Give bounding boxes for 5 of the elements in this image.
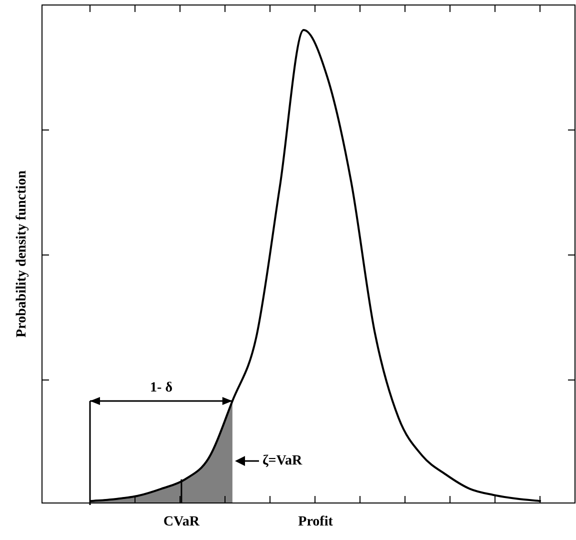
annotation: ζ=VaR	[262, 453, 304, 468]
text: CVaR	[163, 514, 200, 530]
y-axis-title: Probability density function	[14, 170, 30, 338]
annotation: 1- δ	[150, 380, 172, 396]
x-axis-title: Profit	[298, 514, 334, 530]
